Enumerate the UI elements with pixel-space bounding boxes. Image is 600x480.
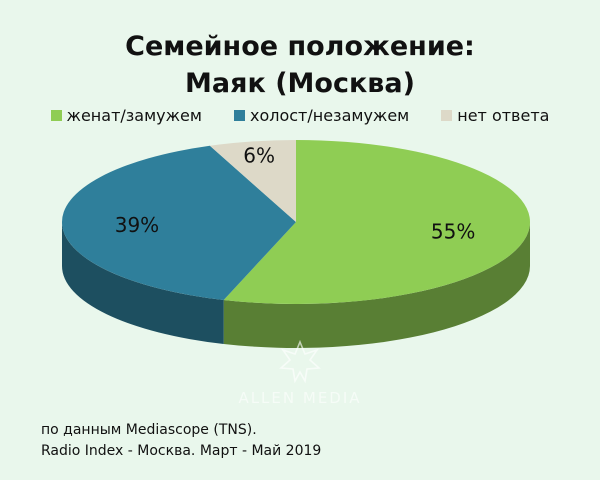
starburst-icon	[279, 339, 321, 384]
pie-labels: 55% 39% 6%	[115, 143, 476, 243]
legend-swatch-single	[233, 110, 245, 121]
pie-side	[62, 222, 531, 348]
source-line2: Radio Index - Москва. Март - Май 2019	[41, 443, 322, 459]
legend-item-single: холост/незамужем	[233, 106, 410, 125]
pie-slice-married	[223, 140, 531, 304]
legend-label-married: женат/замужем	[66, 106, 202, 125]
chart-title-line1: Семейное положение:	[125, 31, 475, 62]
watermark: ALLEN MEDIA	[238, 339, 361, 407]
pie-side-married	[223, 222, 531, 348]
legend-label-single: холост/незамужем	[249, 106, 410, 125]
legend-item-no-answer: нет ответа	[441, 106, 549, 125]
legend-swatch-no-answer	[441, 110, 453, 121]
data-label-married: 55%	[431, 220, 475, 244]
chart-title: Семейное положение: Маяк (Москва)	[0, 28, 600, 102]
legend-swatch-married	[50, 110, 62, 121]
pie-slice-no-answer	[209, 140, 296, 222]
pie-side-single	[62, 222, 224, 344]
chart-title-line2: Маяк (Москва)	[185, 68, 415, 99]
legend-item-married: женат/замужем	[50, 106, 202, 125]
source-note: по данным Mediascope (TNS). Radio Index …	[41, 420, 321, 462]
pie-top	[62, 140, 531, 304]
data-label-no-answer: 6%	[243, 143, 275, 167]
pie-slice-single	[62, 145, 297, 300]
watermark-text: ALLEN MEDIA	[238, 389, 361, 407]
chart-legend: женат/замужем холост/незамужем нет ответ…	[0, 106, 600, 125]
source-line1: по данным Mediascope (TNS).	[41, 422, 257, 438]
legend-label-no-answer: нет ответа	[457, 106, 550, 125]
data-label-single: 39%	[115, 213, 159, 237]
